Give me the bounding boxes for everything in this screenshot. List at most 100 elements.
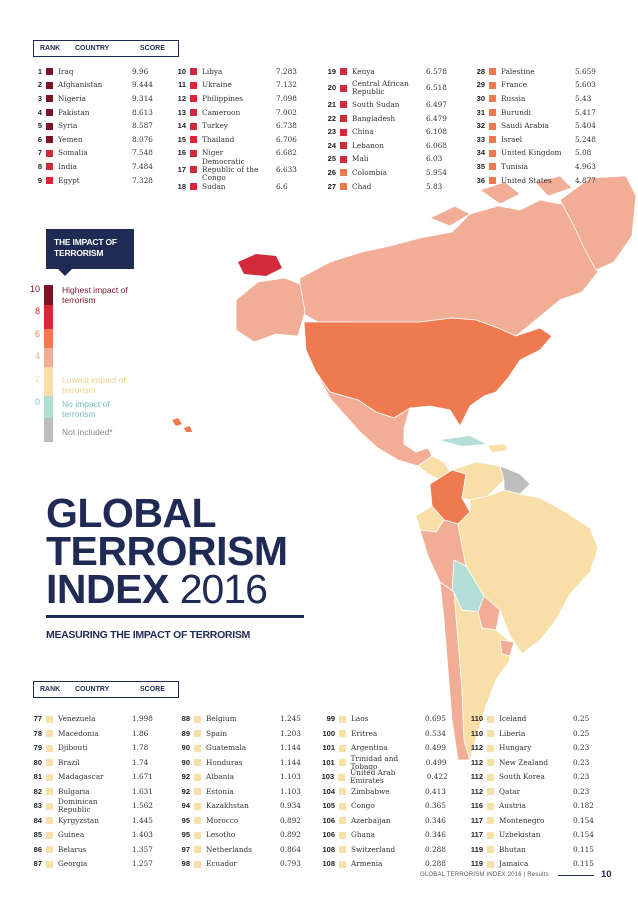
score-swatch — [194, 831, 201, 839]
score-swatch — [46, 163, 53, 171]
score-swatch — [487, 860, 494, 868]
table-row: 88 Belgium 1.245 — [174, 712, 314, 727]
country-cell: Switzerland — [351, 844, 396, 854]
score-swatch — [489, 163, 496, 171]
table-row: 106 Ghana 0.346 — [319, 828, 459, 843]
table-row: 16 Niger 6.682 — [170, 147, 310, 161]
table-row: 15 Thailand 6.706 — [170, 133, 310, 147]
report-title-line2: TERRORISM — [46, 528, 288, 574]
score-swatch — [190, 183, 197, 191]
rank-cell: 4 — [37, 107, 42, 117]
table-row: 23 China 6.108 — [320, 125, 460, 139]
legend-tick-10: 10 — [29, 284, 40, 294]
rank-cell: 36 — [476, 175, 485, 185]
table-column: 99 Laos 0.695 100 Eritrea 0.534 101 Argentina 0.… — [319, 712, 459, 872]
table-row: 116 Austria 0.182 — [467, 799, 607, 814]
score-cell: 1.74 — [132, 757, 149, 767]
country-cell: Macedonia — [58, 728, 99, 738]
country-cell: Iceland — [499, 714, 527, 724]
table-row: 22 Bangladesh 6.479 — [320, 112, 460, 126]
rank-cell: 32 — [476, 121, 485, 131]
score-swatch — [340, 101, 347, 109]
rank-cell: 80 — [33, 757, 42, 767]
rank-cell: 110 — [470, 728, 483, 738]
score-swatch — [46, 860, 53, 868]
table-row: 99 Laos 0.695 — [319, 712, 459, 727]
country-cell: Belgium — [206, 714, 237, 724]
rank-cell: 21 — [327, 99, 336, 109]
table-row: 104 Zimbabwe 0.413 — [319, 785, 459, 800]
score-cell: 1.357 — [132, 844, 153, 854]
table-row: 95 Morocco 0.892 — [174, 814, 314, 829]
score-swatch — [340, 68, 347, 76]
table-row: 87 Georgia 1.257 — [26, 857, 166, 872]
country-cell: Qatar — [499, 786, 521, 796]
legend-tick-0: 0 — [34, 397, 40, 407]
table-row: 14 Turkey 6.738 — [170, 119, 310, 133]
score-swatch — [339, 802, 346, 810]
score-cell: 6.682 — [276, 148, 297, 158]
table-row: 108 Switzerland 0.288 — [319, 843, 459, 858]
country-cell: Venezuela — [58, 714, 96, 724]
rank-cell: 10 — [177, 66, 186, 76]
table-row: 117 Montenegro 0.154 — [467, 814, 607, 829]
table-row: 103 United Arab Emirates 0.422 — [319, 769, 459, 785]
score-swatch — [190, 68, 197, 76]
table-row: 21 South Sudan 6.497 — [320, 98, 460, 112]
score-swatch — [194, 773, 201, 781]
bottom-table-header: RANK COUNTRY SCORE — [33, 681, 179, 698]
legend-not-included-label: Not included* — [62, 427, 113, 437]
table-row: 110 Liberia 0.25 — [467, 727, 607, 742]
table-row: 119 Bhutan 0.115 — [467, 843, 607, 858]
table-row: 106 Azerbaijan 0.346 — [319, 814, 459, 829]
map-greenland — [559, 175, 637, 271]
rank-cell: 112 — [470, 757, 483, 767]
table-row: 17 Democratic Republic of the Congo 6.633 — [170, 157, 310, 181]
score-swatch — [487, 817, 494, 825]
score-swatch — [46, 177, 53, 185]
table-row: 6 Yemen 8.076 — [26, 133, 166, 147]
rank-cell: 112 — [470, 772, 483, 782]
table-row: 81 Madagascar 1.671 — [26, 770, 166, 785]
table-row: 83 Dominican Republic 1.562 — [26, 798, 166, 814]
rank-cell: 105 — [322, 801, 335, 811]
table-row: 26 Colombia 5.954 — [320, 166, 460, 180]
score-cell: 0.346 — [425, 815, 446, 825]
country-cell: Estonia — [206, 786, 234, 796]
country-cell: Laos — [351, 714, 369, 724]
score-cell: 6.03 — [426, 154, 443, 164]
rank-cell: 100 — [322, 728, 335, 738]
rank-cell: 6 — [37, 134, 42, 144]
country-cell: Zimbabwe — [351, 786, 390, 796]
score-swatch — [194, 744, 201, 752]
score-cell: 6.518 — [426, 83, 447, 93]
table-column: 88 Belgium 1.245 89 Spain 1.203 90 Guatemala 1.1… — [174, 712, 314, 872]
rank-cell: 95 — [181, 815, 190, 825]
score-swatch — [489, 149, 496, 157]
country-cell: Eritrea — [351, 728, 378, 738]
rank-cell: 31 — [476, 107, 485, 117]
score-cell: 1.203 — [280, 728, 301, 738]
score-cell: 4.877 — [575, 175, 596, 185]
rank-cell: 106 — [322, 815, 335, 825]
legend-bar-high — [44, 305, 53, 329]
table-row: 94 Kazakhstan 0.934 — [174, 799, 314, 814]
table-row: 112 Hungary 0.23 — [467, 741, 607, 756]
country-cell: Honduras — [206, 757, 243, 767]
score-cell: 0.288 — [425, 844, 446, 854]
table-column: 10 Libya 7.283 11 Ukraine 7.132 12 Philippines 7… — [170, 65, 310, 193]
rank-cell: 83 — [33, 801, 42, 811]
score-cell: 0.365 — [425, 801, 446, 811]
score-swatch — [46, 730, 53, 738]
country-cell: United Kingdom — [501, 148, 562, 158]
rank-cell: 92 — [181, 786, 190, 796]
footer-text: GLOBAL TERRORISM INDEX 2016 | Results — [420, 872, 549, 878]
score-cell: 0.793 — [280, 859, 301, 869]
country-cell: Pakistan — [58, 107, 90, 117]
map-arctic-islands — [429, 175, 573, 227]
rank-cell: 23 — [327, 127, 336, 137]
score-cell: 0.892 — [280, 815, 301, 825]
score-header: SCORE — [140, 45, 165, 52]
country-cell: Djibouti — [58, 743, 88, 753]
